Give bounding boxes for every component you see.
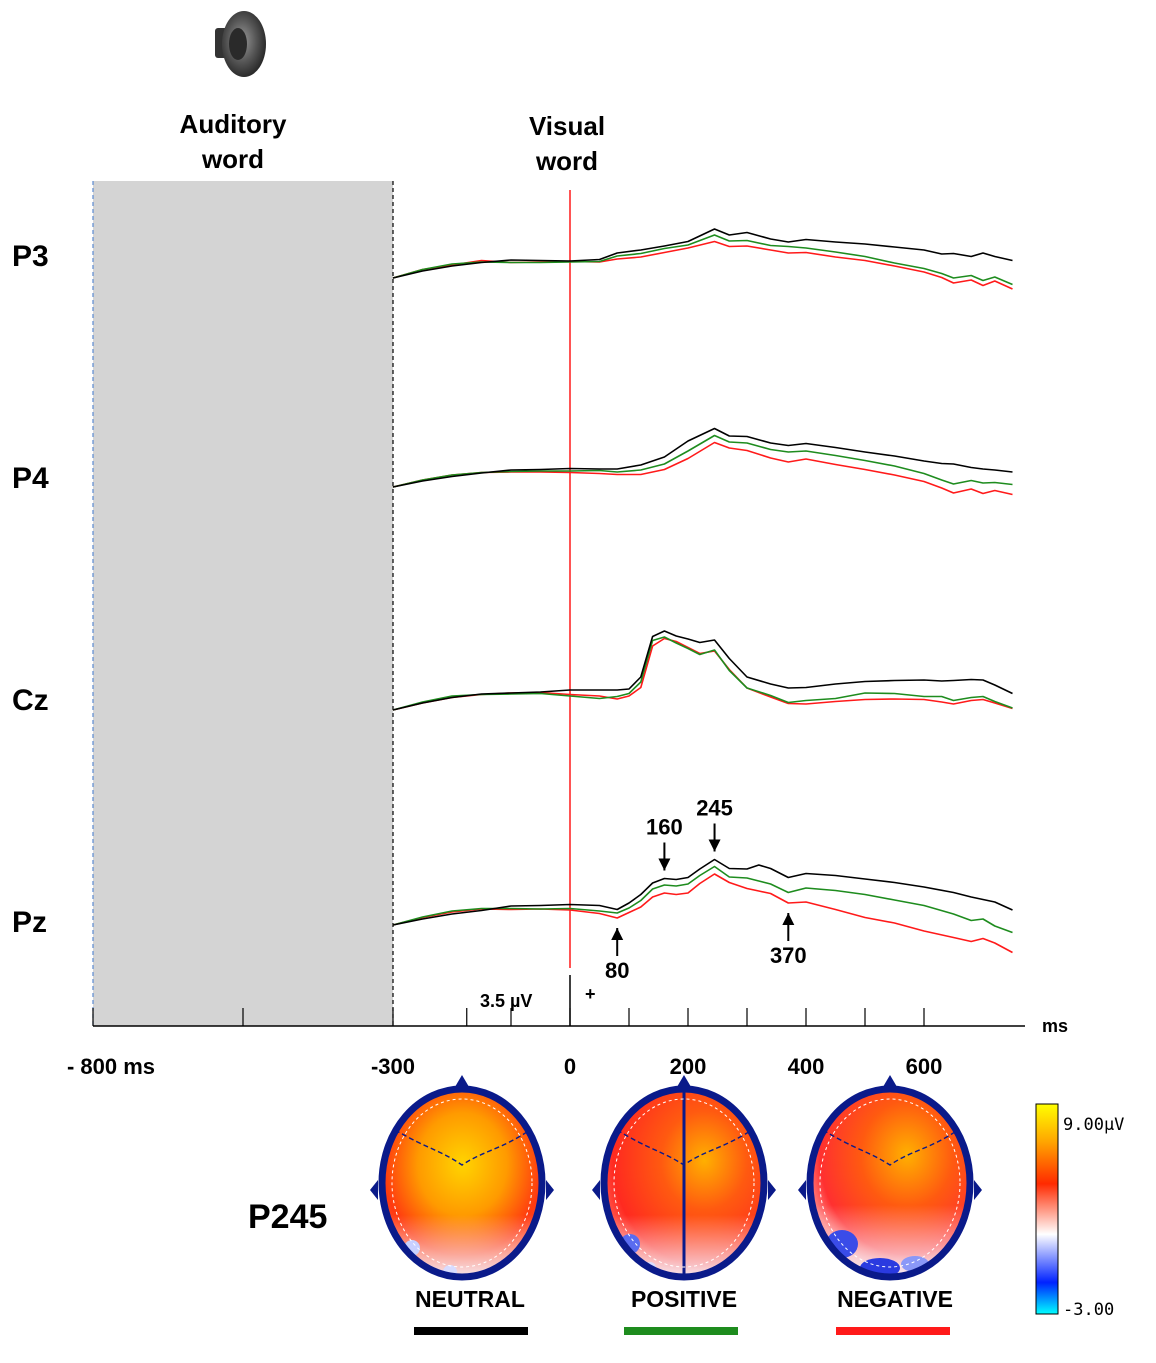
topomap-negative bbox=[798, 1075, 982, 1281]
colorbar-max-label: 9.00µV bbox=[1063, 1115, 1124, 1135]
legend-label-neutral: NEUTRAL bbox=[415, 1286, 525, 1312]
amplitude-scale-bar: 3.5 µV + bbox=[480, 975, 596, 1026]
peak-arrow-head bbox=[611, 928, 624, 940]
scale-bar-label: 3.5 µV bbox=[480, 991, 532, 1011]
peak-marker-370: 370 bbox=[770, 913, 807, 968]
channel-p4-waves bbox=[392, 427, 1013, 496]
waveform-plot bbox=[392, 228, 1013, 954]
x-axis-unit: ms bbox=[1042, 1016, 1068, 1036]
waveform-p4-neutral bbox=[392, 427, 1013, 488]
waveform-p3-positive bbox=[392, 234, 1013, 286]
topomap-positive bbox=[592, 1075, 776, 1281]
topomap-component-label: P245 bbox=[248, 1198, 327, 1236]
waveform-p3-neutral bbox=[392, 228, 1013, 279]
peak-arrow-head bbox=[658, 858, 671, 871]
peak-marker-245: 245 bbox=[696, 796, 733, 852]
peak-annotations: 80 160 245 370 bbox=[605, 796, 807, 984]
peak-marker-160: 160 bbox=[646, 815, 683, 871]
x-tick-label: - 800 ms bbox=[67, 1054, 155, 1079]
x-tick-label: 200 bbox=[670, 1054, 707, 1079]
channel-pz-waves bbox=[392, 858, 1013, 954]
peak-arrow-head bbox=[782, 913, 795, 925]
loudspeaker-icon bbox=[215, 11, 266, 77]
legend-swatch-negative bbox=[836, 1327, 950, 1335]
x-tick-label: 0 bbox=[564, 1054, 576, 1079]
colorbar: 9.00µV -3.00 bbox=[1035, 1103, 1124, 1320]
legend-swatch-neutral bbox=[414, 1327, 528, 1335]
peak-label: 245 bbox=[696, 796, 733, 821]
peak-label: 370 bbox=[770, 943, 807, 968]
x-tick-label: 400 bbox=[788, 1054, 825, 1079]
waveform-pz-neutral bbox=[392, 858, 1013, 926]
topomap-neutral bbox=[370, 1075, 554, 1281]
waveform-p4-positive bbox=[392, 434, 1013, 488]
legend-label-negative: NEGATIVE bbox=[837, 1286, 953, 1312]
auditory-epoch-shade bbox=[93, 181, 393, 1026]
channel-label-cz: Cz bbox=[12, 684, 49, 717]
auditory-label-line1: Auditory bbox=[180, 109, 287, 139]
auditory-label-line2: word bbox=[201, 144, 264, 174]
channel-p3-waves bbox=[392, 228, 1013, 290]
legend-label-positive: POSITIVE bbox=[631, 1286, 737, 1312]
waveform-p3-negative bbox=[392, 240, 1013, 290]
peak-label: 160 bbox=[646, 815, 683, 840]
x-axis-ticks: - 800 ms -300 0 200 400 600 bbox=[67, 1008, 942, 1079]
channel-label-pz: Pz bbox=[12, 906, 47, 939]
x-tick-label: -300 bbox=[371, 1054, 415, 1079]
waveform-cz-positive bbox=[392, 636, 1013, 711]
legend-swatch-positive bbox=[624, 1327, 738, 1335]
waveform-cz-negative bbox=[392, 637, 1013, 711]
waveform-cz-neutral bbox=[392, 630, 1013, 711]
colorbar-min-label: -3.00 bbox=[1063, 1300, 1114, 1320]
channel-label-p4: P4 bbox=[12, 462, 49, 495]
waveform-p4-negative bbox=[392, 441, 1013, 496]
channel-label-p3: P3 bbox=[12, 240, 49, 273]
peak-marker-80: 80 bbox=[605, 928, 629, 983]
x-tick-label: 600 bbox=[906, 1054, 943, 1079]
waveform-pz-positive bbox=[392, 865, 1013, 934]
channel-cz-waves bbox=[392, 630, 1013, 711]
visual-label-line2: word bbox=[535, 146, 598, 176]
visual-label-line1: Visual bbox=[529, 111, 605, 141]
peak-arrow-head bbox=[708, 839, 721, 852]
peak-label: 80 bbox=[605, 958, 629, 983]
scale-bar-polarity: + bbox=[585, 984, 596, 1004]
